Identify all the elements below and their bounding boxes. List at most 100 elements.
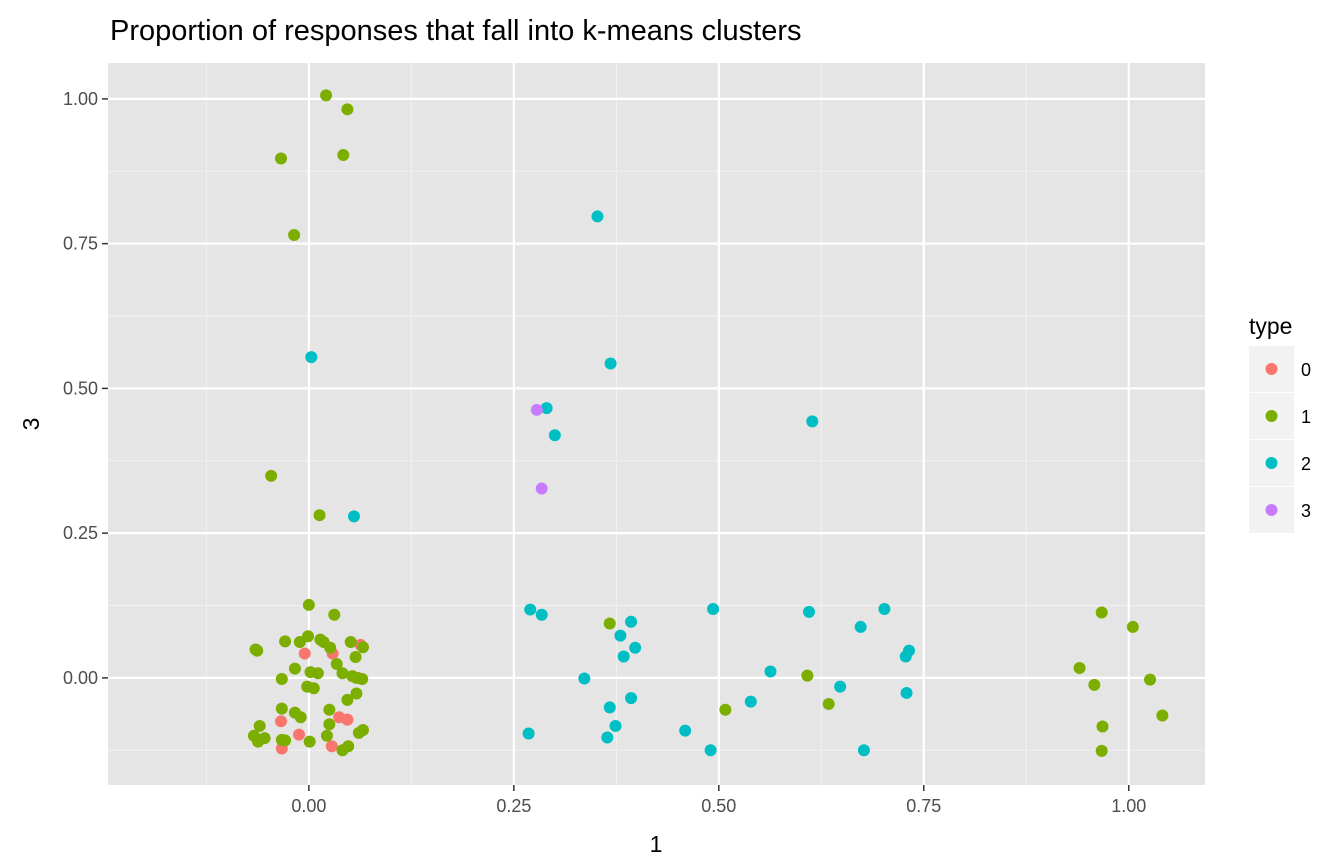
data-point-type-2 [347, 510, 360, 523]
legend-swatch [1265, 363, 1278, 375]
data-point-type-2 [744, 695, 757, 708]
data-point-type-1 [341, 103, 354, 116]
data-point-type-2 [524, 603, 537, 616]
data-point-type-2 [899, 650, 912, 663]
data-point-type-1 [344, 635, 357, 648]
y-tick-label: 0.25 [63, 523, 98, 543]
data-point-type-1 [311, 667, 324, 680]
data-point-type-2 [900, 686, 913, 699]
data-point-type-1 [293, 635, 306, 648]
data-point-type-1 [323, 718, 336, 731]
data-point-type-1 [303, 735, 316, 748]
data-point-type-2 [604, 357, 617, 370]
data-point-type-1 [274, 152, 287, 165]
data-point-type-1 [352, 726, 365, 739]
data-point-type-2 [617, 650, 630, 663]
legend-swatch [1265, 457, 1278, 469]
data-points [247, 89, 1169, 757]
legend-swatch [1265, 410, 1278, 422]
y-axis: 0.00 0.25 0.50 0.75 1.00 [63, 89, 108, 688]
data-point-type-0 [274, 715, 287, 728]
data-point-type-1 [302, 598, 315, 611]
data-point-type-1 [324, 641, 337, 654]
data-point-type-1 [265, 469, 278, 482]
data-point-type-1 [275, 702, 288, 715]
data-point-type-1 [356, 641, 369, 654]
data-point-type-1 [1144, 673, 1157, 686]
data-point-type-1 [294, 711, 307, 724]
data-point-type-2 [854, 620, 867, 633]
y-tick-label: 0.50 [63, 378, 98, 398]
data-point-type-1 [719, 703, 732, 716]
data-point-type-2 [834, 680, 847, 693]
data-point-type-2 [806, 415, 819, 428]
legend-label: 2 [1301, 454, 1311, 474]
data-point-type-1 [349, 651, 362, 664]
data-point-type-2 [802, 605, 815, 618]
data-point-type-1 [288, 662, 301, 675]
x-axis-title: 1 [650, 831, 663, 857]
data-point-type-1 [320, 89, 333, 102]
data-point-type-2 [603, 701, 616, 714]
data-point-type-2 [679, 724, 692, 737]
data-point-type-0 [325, 740, 338, 753]
data-point-type-2 [578, 672, 591, 685]
data-point-type-1 [252, 735, 265, 748]
chart-title: Proportion of responses that fall into k… [110, 15, 802, 47]
data-point-type-1 [1095, 744, 1108, 757]
x-tick-label: 0.75 [906, 796, 941, 816]
data-point-type-1 [328, 608, 341, 621]
data-point-type-0 [298, 647, 311, 660]
data-point-type-1 [253, 719, 266, 732]
data-point-type-2 [591, 210, 604, 223]
data-point-type-0 [341, 713, 354, 726]
minor-grid [108, 63, 1205, 785]
data-point-type-2 [764, 665, 777, 678]
data-point-type-1 [279, 635, 292, 648]
data-point-type-1 [313, 509, 326, 522]
data-point-type-2 [857, 744, 870, 757]
y-tick-label: 0.00 [63, 668, 98, 688]
data-point-type-2 [548, 429, 561, 442]
data-point-type-2 [305, 351, 318, 364]
data-point-type-2 [707, 602, 720, 615]
x-axis: 0.00 0.25 0.50 0.75 1.00 [291, 785, 1146, 816]
data-point-type-2 [614, 629, 627, 642]
data-point-type-1 [288, 228, 301, 241]
legend-title: type [1249, 313, 1292, 339]
data-point-type-1 [1096, 720, 1109, 733]
data-point-type-1 [1088, 678, 1101, 691]
major-grid [108, 63, 1205, 785]
data-point-type-2 [535, 608, 548, 621]
data-point-type-1 [275, 673, 288, 686]
data-point-type-1 [356, 673, 369, 686]
data-point-type-1 [341, 693, 354, 706]
x-tick-label: 1.00 [1111, 796, 1146, 816]
data-point-type-1 [822, 697, 835, 710]
data-point-type-1 [801, 669, 814, 682]
legend-label: 1 [1301, 407, 1311, 427]
x-tick-label: 0.25 [496, 796, 531, 816]
x-tick-label: 0.50 [701, 796, 736, 816]
data-point-type-1 [279, 734, 292, 747]
data-point-type-2 [540, 402, 553, 415]
data-point-type-2 [625, 615, 638, 628]
data-point-type-1 [337, 149, 350, 162]
y-tick-label: 1.00 [63, 89, 98, 109]
legend-label: 3 [1301, 501, 1311, 521]
data-point-type-1 [336, 744, 349, 757]
data-point-type-2 [629, 641, 642, 654]
data-point-type-0 [293, 728, 306, 741]
data-point-type-2 [609, 719, 622, 732]
data-point-type-3 [530, 403, 543, 416]
y-tick-label: 0.75 [63, 234, 98, 254]
data-point-type-1 [307, 682, 320, 695]
legend-swatch [1265, 504, 1278, 516]
data-point-type-1 [1156, 709, 1169, 722]
data-point-type-2 [704, 744, 717, 757]
data-point-type-3 [535, 482, 548, 495]
data-point-type-1 [1073, 662, 1086, 675]
legend: type 0 1 2 3 [1249, 313, 1311, 533]
data-point-type-1 [336, 667, 349, 680]
